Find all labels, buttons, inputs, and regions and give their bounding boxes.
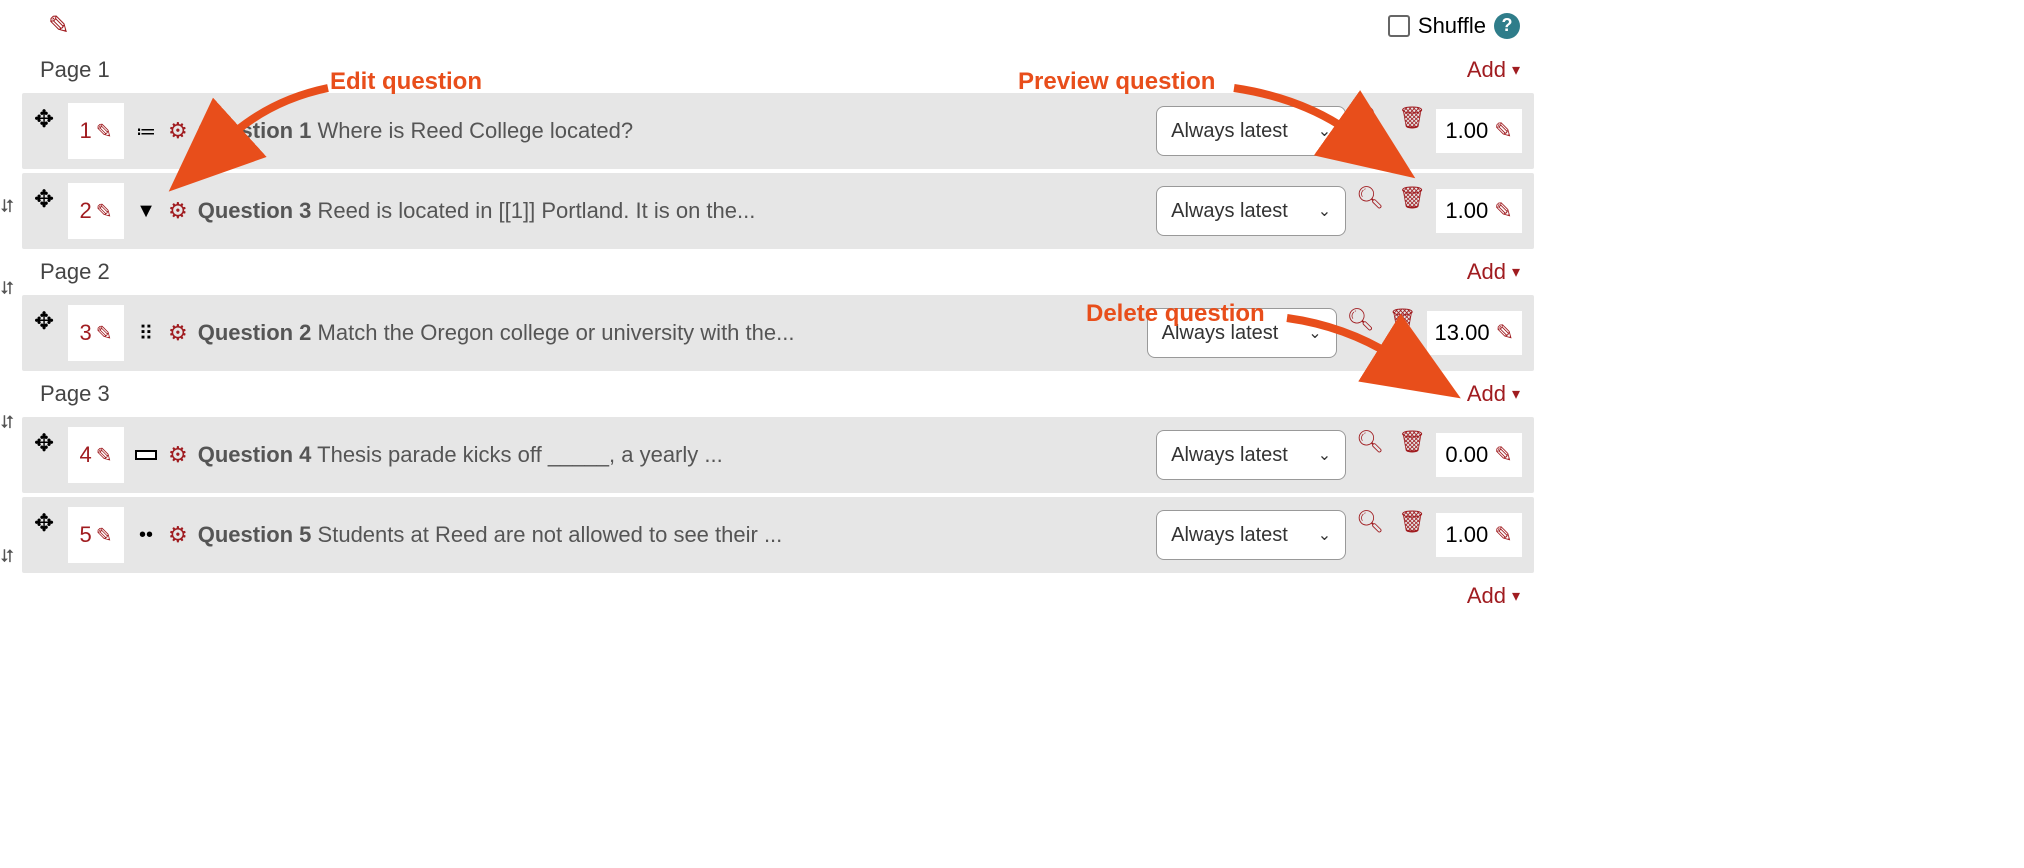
page-header: Page 3 Add ▾ [22, 375, 1540, 413]
chevron-down-icon: ⌄ [1318, 201, 1331, 221]
shuffle-checkbox[interactable] [1388, 15, 1410, 37]
question-row: ✥ 4 ✎ ⚙ Question 4 Thesis parade kicks o… [22, 417, 1534, 493]
pencil-icon: ✎ [1494, 522, 1512, 548]
pencil-icon: ✎ [96, 523, 113, 548]
chevron-down-icon: ▾ [1512, 586, 1520, 606]
question-row: ✥ 1 ✎ ≔ ⚙ Question 1 Where is Reed Colle… [22, 93, 1534, 169]
chevron-down-icon: ⌄ [1318, 121, 1331, 141]
page-title: Page 2 [40, 259, 110, 285]
version-select[interactable]: Always latest ⌄ [1147, 308, 1337, 358]
preview-icon[interactable]: 🔍︎ [1347, 307, 1375, 333]
row-actions: 🔍︎ 🗑 [1347, 307, 1417, 333]
add-button[interactable]: Add ▾ [1467, 583, 1520, 609]
move-icon[interactable]: ✥ [30, 105, 58, 134]
version-select[interactable]: Always latest ⌄ [1156, 106, 1346, 156]
page-title: Page 1 [40, 57, 110, 83]
pencil-icon: ✎ [1496, 320, 1514, 346]
row-actions: 🔍︎ 🗑 [1356, 509, 1426, 535]
move-icon[interactable]: ✥ [30, 185, 58, 214]
truefalse-icon: •• [134, 524, 158, 547]
question-row: ✥ 3 ✎ ⠿ ⚙ Question 2 Match the Oregon co… [22, 295, 1534, 371]
row-actions: 🔍︎ 🗑 [1356, 429, 1426, 455]
pencil-icon: ✎ [1494, 442, 1512, 468]
grade-box[interactable]: 0.00 ✎ [1436, 433, 1522, 477]
match-icon: ⠿ [134, 321, 158, 346]
delete-icon[interactable]: 🗑 [1398, 185, 1426, 211]
pencil-icon: ✎ [1494, 118, 1512, 144]
gear-icon[interactable]: ⚙ [168, 442, 188, 468]
page-split-icon[interactable]: ⮃ [0, 196, 14, 217]
add-button[interactable]: Add ▾ [1467, 381, 1520, 407]
add-button[interactable]: Add ▾ [1467, 57, 1520, 83]
page-split-icon[interactable]: ⮃ [0, 412, 14, 433]
top-bar: ✎ Shuffle ? [22, 10, 1540, 51]
preview-icon[interactable]: 🔍︎ [1356, 185, 1384, 211]
question-row: ✥ 2 ✎ ▼ ⚙ Question 3 Reed is located in … [22, 173, 1534, 249]
question-text[interactable]: Question 2 Match the Oregon college or u… [198, 320, 1137, 346]
version-select[interactable]: Always latest ⌄ [1156, 510, 1346, 560]
pencil-icon: ✎ [96, 199, 113, 224]
version-select[interactable]: Always latest ⌄ [1156, 430, 1346, 480]
pencil-icon: ✎ [1494, 198, 1512, 224]
gear-icon[interactable]: ⚙ [168, 118, 188, 144]
page-header: Page 2 Add ▾ [22, 253, 1540, 291]
delete-icon[interactable]: 🗑 [1398, 509, 1426, 535]
question-text[interactable]: Question 4 Thesis parade kicks off _____… [198, 442, 1146, 468]
list-icon: ≔ [134, 119, 158, 144]
question-number-box[interactable]: 2 ✎ [68, 183, 124, 239]
chevron-down-icon: ▾ [1512, 384, 1520, 404]
question-number-box[interactable]: 5 ✎ [68, 507, 124, 563]
edit-heading-icon[interactable]: ✎ [48, 10, 70, 41]
blank-icon [134, 450, 158, 460]
question-number-box[interactable]: 4 ✎ [68, 427, 124, 483]
add-button[interactable]: Add ▾ [1467, 259, 1520, 285]
delete-icon[interactable]: 🗑 [1398, 429, 1426, 455]
grade-box[interactable]: 1.00 ✎ [1436, 189, 1522, 233]
version-select[interactable]: Always latest ⌄ [1156, 186, 1346, 236]
pencil-icon: ✎ [96, 321, 113, 346]
gear-icon[interactable]: ⚙ [168, 522, 188, 548]
gear-icon[interactable]: ⚙ [168, 320, 188, 346]
page-split-icon[interactable]: ⮃ [0, 278, 14, 299]
grade-box[interactable]: 13.00 ✎ [1427, 311, 1523, 355]
row-actions: 🔍︎ 🗑 [1356, 105, 1426, 131]
question-number-box[interactable]: 3 ✎ [68, 305, 124, 361]
chevron-down-icon: ⌄ [1318, 525, 1331, 545]
chevron-down-icon: ▾ [1512, 262, 1520, 282]
row-actions: 🔍︎ 🗑 [1356, 185, 1426, 211]
shuffle-control: Shuffle ? [1388, 13, 1520, 39]
pencil-icon: ✎ [96, 119, 113, 144]
shuffle-label: Shuffle [1418, 13, 1486, 39]
question-text[interactable]: Question 3 Reed is located in [[1]] Port… [198, 198, 1146, 224]
question-number-box[interactable]: 1 ✎ [68, 103, 124, 159]
chevron-down-icon: ▾ [1512, 60, 1520, 80]
gear-icon[interactable]: ⚙ [168, 198, 188, 224]
move-icon[interactable]: ✥ [30, 509, 58, 538]
chevron-down-icon: ⌄ [1318, 445, 1331, 465]
question-row: ✥ 5 ✎ •• ⚙ Question 5 Students at Reed a… [22, 497, 1534, 573]
move-icon[interactable]: ✥ [30, 429, 58, 458]
grade-box[interactable]: 1.00 ✎ [1436, 513, 1522, 557]
preview-icon[interactable]: 🔍︎ [1356, 105, 1384, 131]
quiz-editor: ✎ Shuffle ? Page 1 Add ▾ ✥ 1 ✎ ≔ ⚙ Quest… [0, 0, 1540, 625]
page-split-icon[interactable]: ⮃ [0, 546, 14, 567]
preview-icon[interactable]: 🔍︎ [1356, 509, 1384, 535]
pencil-icon: ✎ [96, 443, 113, 468]
grade-box[interactable]: 1.00 ✎ [1436, 109, 1522, 153]
preview-icon[interactable]: 🔍︎ [1356, 429, 1384, 455]
question-text[interactable]: Question 1 Where is Reed College located… [198, 118, 1146, 144]
help-icon[interactable]: ? [1494, 13, 1520, 39]
delete-icon[interactable]: 🗑 [1389, 307, 1417, 333]
bottom-add-area: Add ▾ [22, 577, 1540, 615]
page-title: Page 3 [40, 381, 110, 407]
move-icon[interactable]: ✥ [30, 307, 58, 336]
page-header: Page 1 Add ▾ [22, 51, 1540, 89]
chevron-down-icon: ⌄ [1308, 323, 1321, 343]
caret-down-icon: ▼ [134, 200, 158, 223]
delete-icon[interactable]: 🗑 [1398, 105, 1426, 131]
question-text[interactable]: Question 5 Students at Reed are not allo… [198, 522, 1146, 548]
